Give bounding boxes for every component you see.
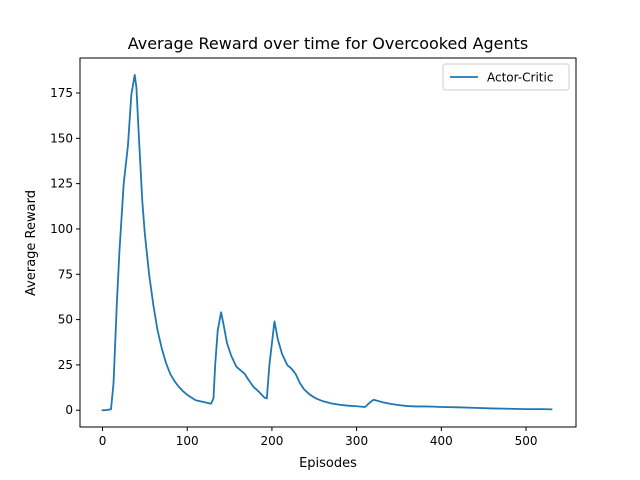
x-tick-label: 300 (345, 434, 368, 448)
legend: Actor-Critic (442, 63, 570, 91)
legend-label: Actor-Critic (487, 71, 553, 85)
legend-box (442, 63, 570, 91)
y-tick-label: 125 (50, 177, 73, 191)
y-tick-label: 25 (58, 358, 73, 372)
y-tick-label: 0 (65, 403, 73, 417)
x-tick-label: 500 (515, 434, 538, 448)
series-line-0 (101, 73, 553, 412)
chart-title: Average Reward over time for Overcooked … (128, 34, 529, 53)
x-tick-label: 200 (260, 434, 283, 448)
x-tick-label: 400 (430, 434, 453, 448)
plot-area: 0 100 200 300 400 500 0 25 50 75 100 125 150 175 (50, 57, 577, 448)
x-tick-label: 100 (176, 434, 199, 448)
y-tick-label: 100 (50, 222, 73, 236)
y-tick-label: 50 (58, 313, 73, 327)
y-tick-label: 150 (50, 131, 73, 145)
x-tick-label: 0 (99, 434, 107, 448)
axes-frame (79, 57, 577, 428)
y-tick-label: 175 (50, 86, 73, 100)
y-tick-label: 75 (58, 267, 73, 281)
y-axis-label: Average Reward (24, 190, 39, 296)
x-axis-label: Episodes (299, 456, 357, 471)
